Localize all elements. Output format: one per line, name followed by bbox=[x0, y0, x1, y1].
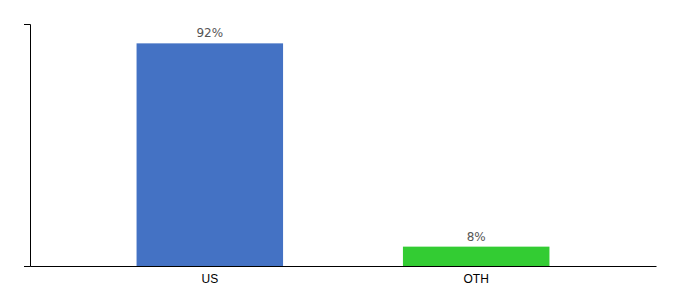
y-axis-line bbox=[24, 25, 31, 267]
y-axis bbox=[24, 25, 31, 267]
data-labels: 92% 8% bbox=[196, 26, 485, 243]
chart: US OTH 92% 8% bbox=[0, 0, 680, 300]
x-axis: US OTH bbox=[31, 266, 657, 286]
data-label: 8% bbox=[467, 230, 486, 244]
x-tick-label: OTH bbox=[464, 272, 489, 286]
bar bbox=[137, 43, 284, 266]
bars bbox=[137, 43, 550, 266]
x-tick: OTH bbox=[464, 266, 489, 286]
plot: US OTH 92% 8% bbox=[24, 25, 657, 286]
x-tick: US bbox=[201, 266, 218, 286]
data-label: 92% bbox=[196, 26, 223, 40]
x-tick-label: US bbox=[201, 272, 218, 286]
chart-container: US OTH 92% 8% bbox=[0, 0, 680, 300]
x-axis-line bbox=[31, 266, 657, 267]
bar bbox=[403, 247, 550, 266]
